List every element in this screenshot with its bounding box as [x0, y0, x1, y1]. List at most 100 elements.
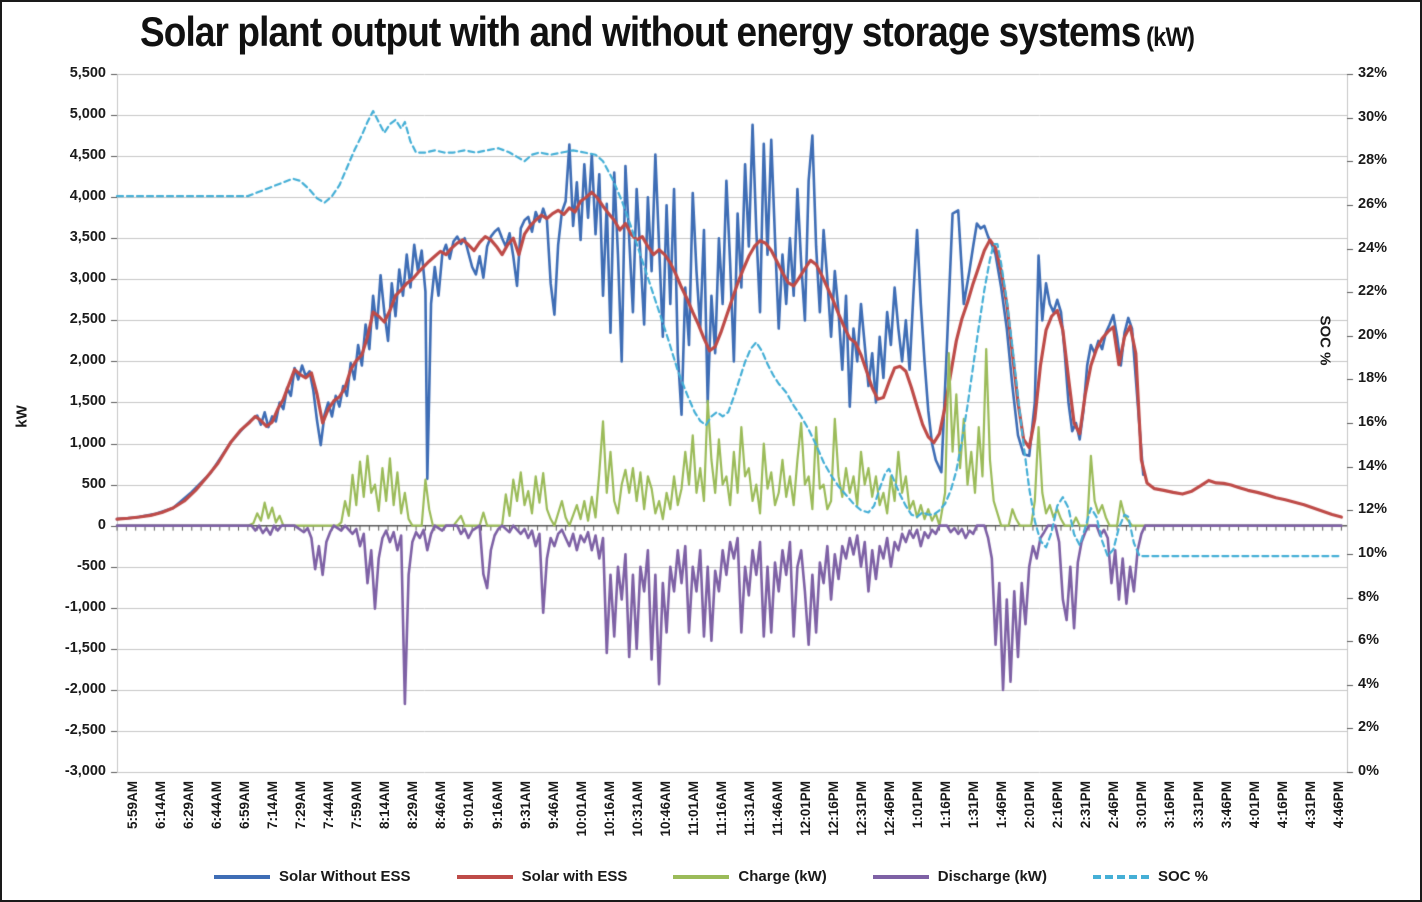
legend-label-solar-without-ess: Solar Without ESS — [279, 868, 411, 885]
left-axis-tick-label: 1,000 — [69, 434, 106, 451]
plot-canvas — [109, 71, 1355, 775]
page-title: Solar plant output with and without ener… — [140, 8, 1195, 56]
x-axis-tick-label: 3:46PM — [1218, 781, 1234, 829]
x-axis-tick-label: 5:59AM — [125, 781, 140, 830]
title-main: Solar plant output with and without ener… — [140, 8, 1141, 55]
left-axis-tick-label: -1,000 — [64, 598, 106, 615]
x-axis-tick-label: 8:29AM — [405, 781, 421, 830]
left-axis-tick-label: 3,000 — [69, 270, 106, 287]
legend-label-solar-with-ess: Solar with ESS — [521, 868, 628, 885]
legend-label-charge: Charge (kW) — [738, 868, 827, 885]
right-axis-tick-label: 18% — [1358, 370, 1388, 387]
x-axis-tick-label: 7:44AM — [321, 781, 337, 830]
right-axis-tick-label: 20% — [1358, 326, 1388, 343]
x-axis-tick-label: 1:31PM — [966, 781, 982, 829]
legend-label-discharge: Discharge (kW) — [937, 868, 1047, 885]
x-axis-tick-label: 10:46AM — [657, 781, 673, 837]
x-axis-tick-label: 2:01PM — [1022, 781, 1038, 829]
right-axis-tick-label: 0% — [1358, 763, 1379, 779]
left-axis-tick-label: 5,500 — [69, 65, 106, 81]
legend: Solar Without ESS Solar with ESS Charge (k… — [2, 868, 1420, 885]
right-axis-tick-label: 14% — [1358, 457, 1388, 474]
x-axis-tick-label: 6:44AM — [209, 781, 225, 830]
x-axis-tick-label: 3:16PM — [1162, 781, 1178, 829]
right-axis-tick-label: 10% — [1358, 544, 1388, 561]
x-axis-tick-label: 6:14AM — [153, 781, 169, 830]
x-axis-tick-label: 10:31AM — [629, 781, 645, 837]
right-axis-tick-label: 26% — [1358, 195, 1388, 212]
x-axis-tick-label: 11:16AM — [713, 781, 729, 836]
x-axis-tick-label: 9:31AM — [517, 781, 533, 830]
right-axis-tick-label: 2% — [1358, 719, 1379, 736]
left-axis-tick-label: 2,500 — [69, 311, 106, 328]
left-axis-tick-label: 500 — [81, 475, 106, 492]
x-axis-tick-label: 2:16PM — [1050, 781, 1066, 829]
right-axis-tick-label: 24% — [1358, 239, 1388, 256]
legend-item-solar-without-ess[interactable]: Solar Without ESS — [214, 868, 411, 885]
x-axis-tick-label: 12:46PM — [882, 781, 898, 836]
x-axis-tick-label: 2:46PM — [1106, 781, 1122, 829]
left-axis-tick-label: 4,500 — [69, 147, 106, 164]
legend-swatch-solar-without-ess — [214, 874, 271, 879]
x-axis-tick-label: 6:29AM — [181, 781, 197, 830]
right-axis-tick-label: 16% — [1358, 414, 1388, 430]
x-axis-tick-label: 1:01PM — [910, 781, 926, 829]
x-axis-tick-label: 11:31AM — [741, 781, 757, 836]
x-axis-tick-label: 7:29AM — [293, 781, 309, 830]
x-axis-tick-label: 12:16PM — [825, 781, 841, 836]
legend-swatch-soc — [1092, 874, 1149, 879]
x-axis-tick-label: 9:16AM — [489, 781, 505, 830]
x-axis-tick-label: 11:01AM — [685, 781, 701, 836]
x-axis-tick-label: 8:14AM — [377, 781, 393, 830]
right-axis-tick-label: 8% — [1358, 588, 1379, 605]
x-axis-tick-label: 12:31PM — [854, 781, 870, 836]
left-axis-tick-label: -500 — [76, 557, 106, 574]
x-axis-tick-label: 7:59AM — [349, 781, 365, 830]
x-axis-tick-label: 2:31PM — [1078, 781, 1094, 829]
x-axis-tick-label: 11:46AM — [769, 781, 785, 836]
right-axis-tick-label: 30% — [1358, 108, 1388, 125]
left-axis-tick-label: 3,500 — [69, 229, 106, 246]
x-axis-tick-label: 10:01AM — [573, 781, 589, 837]
right-axis-tick-label: 6% — [1358, 632, 1379, 649]
right-axis-tick-label: 22% — [1358, 283, 1388, 300]
x-axis-tick-label: 9:01AM — [461, 781, 477, 830]
left-axis-tick-label: -3,000 — [64, 763, 106, 779]
x-axis-tick-label: 9:46AM — [545, 781, 561, 830]
left-axis-tick-label: 5,000 — [69, 106, 106, 123]
title-unit: (kW) — [1140, 22, 1195, 52]
x-axis-tick-label: 4:01PM — [1246, 781, 1262, 829]
legend-swatch-discharge — [872, 874, 929, 879]
x-axis-tick-label: 1:46PM — [994, 781, 1010, 829]
x-axis-tick-label: 3:01PM — [1134, 781, 1150, 829]
right-axis-tick-label: 32% — [1358, 65, 1388, 81]
left-axis-tick-label: -2,500 — [64, 721, 106, 738]
x-axis-tick-label: 12:01PM — [797, 781, 813, 836]
x-axis-tick-label: 1:16PM — [938, 781, 954, 829]
x-axis-tick-label: 8:46AM — [433, 781, 449, 830]
x-axis-tick-label: 6:59AM — [237, 781, 253, 830]
left-axis-tick-label: -1,500 — [64, 639, 106, 656]
x-axis-tick-label: 3:31PM — [1190, 781, 1206, 829]
legend-item-soc[interactable]: SOC % — [1092, 868, 1208, 885]
left-axis-tick-label: -2,000 — [64, 680, 106, 697]
x-axis-tick-label: 4:31PM — [1302, 781, 1318, 829]
x-axis-tick-label: 4:46PM — [1330, 781, 1346, 829]
left-axis-title: kW — [13, 405, 31, 428]
legend-item-solar-with-ess[interactable]: Solar with ESS — [456, 868, 628, 885]
x-axis-tick-label: 10:16AM — [601, 781, 617, 837]
left-axis-tick-label: 1,500 — [69, 393, 106, 410]
x-axis-tick-label: 7:14AM — [265, 781, 281, 830]
right-axis-tick-label: 4% — [1358, 675, 1379, 692]
right-axis-title: SOC % — [1316, 315, 1334, 366]
left-axis-tick-label: 0 — [97, 516, 106, 533]
legend-item-charge[interactable]: Charge (kW) — [673, 868, 827, 885]
legend-swatch-solar-with-ess — [456, 874, 513, 879]
right-axis-tick-label: 12% — [1358, 501, 1388, 518]
left-axis-tick-label: 4,000 — [69, 188, 106, 205]
x-axis-tick-label: 4:16PM — [1274, 781, 1290, 829]
legend-item-discharge[interactable]: Discharge (kW) — [872, 868, 1047, 885]
legend-swatch-charge — [673, 874, 730, 879]
legend-label-soc: SOC % — [1157, 868, 1208, 885]
